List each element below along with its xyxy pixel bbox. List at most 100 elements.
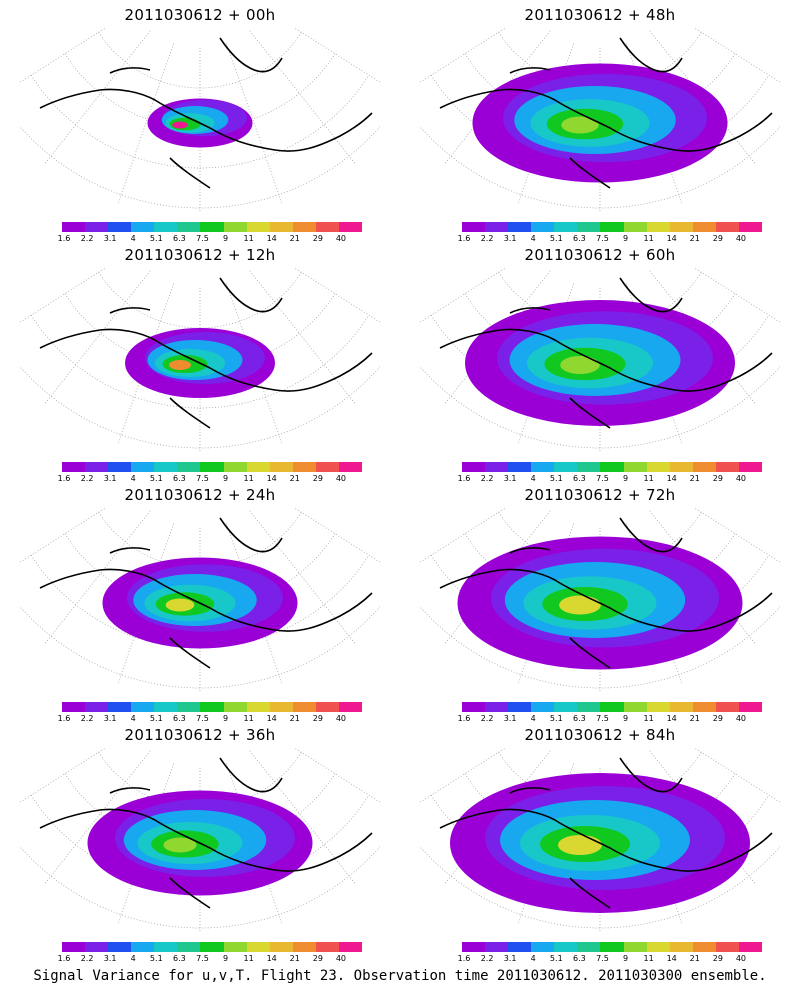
map-panel: 2011030612 + 72h 1.6 2.2 3.1 4 5.1 6.3 7.5 9 11 14…	[400, 480, 800, 725]
colorbar-tick-label: 2.2	[80, 234, 94, 243]
graticule-meridian	[693, 268, 780, 323]
map-panel: 2011030612 + 36h 1.6 2.2 3.1 4 5.1 6.3 7.5 9 11 14…	[0, 720, 400, 965]
colorbar-segment	[462, 942, 486, 952]
colorbar-segment	[669, 222, 693, 232]
colorbar-tick-label: 3.1	[503, 474, 517, 483]
colorbar-tick-label: 11	[243, 474, 254, 483]
colorbar-segment	[85, 702, 109, 712]
colorbar-tick-label: 1.6	[457, 714, 471, 723]
colorbar-tick-label: 14	[266, 234, 277, 243]
colorbar-segment	[669, 942, 693, 952]
graticule-meridian	[249, 270, 356, 405]
graticule-meridian	[693, 748, 780, 803]
colorbar-tick-label: 40	[335, 234, 347, 243]
colorbar-tick-label: 4	[530, 714, 536, 723]
map-panel: 2011030612 + 48h 1.6 2.2 3.1 4 5.1 6.3 7.5 9 11 14…	[400, 0, 800, 245]
colorbar-tick-label: 3.1	[103, 714, 117, 723]
colorbar-tick-label: 5.1	[549, 714, 563, 723]
panel-title: 2011030612 + 84h	[524, 726, 676, 744]
graticule-meridian	[693, 28, 780, 83]
graticule-latitude	[420, 846, 780, 929]
colorbar-segment	[692, 462, 716, 472]
colorbar-tick-label: 11	[643, 954, 654, 963]
colorbar-tick-label: 11	[643, 234, 654, 243]
colorbar-segment	[600, 942, 624, 952]
colorbar-tick-label: 29	[712, 714, 723, 723]
colorbar-tick-label: 40	[335, 714, 347, 723]
colorbar	[462, 702, 763, 712]
colorbar-tick-label: 9	[222, 234, 229, 243]
coastline	[439, 517, 773, 669]
colorbar-segment	[738, 222, 763, 232]
colorbar-tick-label: 3.1	[503, 954, 517, 963]
colorbar-segment	[154, 222, 178, 232]
colorbar-segment	[131, 702, 155, 712]
graticule-latitude	[430, 74, 770, 169]
graticule-latitude	[20, 366, 380, 449]
colorbar-tick-label: 4	[130, 954, 136, 963]
colorbar-segment	[692, 222, 716, 232]
colorbar-tick-label: 9	[622, 474, 629, 483]
colorbar-segment	[623, 702, 647, 712]
colorbar-segment	[177, 702, 201, 712]
colorbar-segment	[246, 222, 270, 232]
colorbar-tick-label: 2.2	[480, 714, 494, 723]
colorbar-tick-label: 29	[312, 954, 323, 963]
colorbar-segment	[715, 702, 739, 712]
graticule-meridian	[44, 750, 151, 885]
graticule-latitude	[30, 314, 370, 409]
variance-contour	[558, 835, 602, 855]
colorbar-tick-label: 11	[643, 474, 654, 483]
colorbar-tick-label: 5.1	[149, 234, 163, 243]
colorbar-segment	[554, 702, 578, 712]
colorbar-tick-label: 7.5	[596, 954, 609, 963]
colorbar-segment	[738, 942, 763, 952]
colorbar-segment	[108, 462, 132, 472]
variance-contour	[163, 837, 197, 853]
graticule-meridian	[293, 748, 380, 803]
colorbar-tick-label: 14	[266, 474, 277, 483]
colorbar-tick-label: 3.1	[503, 714, 517, 723]
colorbar-segment	[623, 222, 647, 232]
variance-contour	[165, 598, 195, 612]
colorbar-tick-label: 11	[243, 954, 254, 963]
colorbar-segment	[315, 702, 339, 712]
colorbar-labels: 1.6 2.2 3.1 4 5.1 6.3 7.5 9 11 14 21 29 40	[58, 474, 362, 484]
colorbar-segment	[177, 462, 201, 472]
graticule-meridian	[293, 508, 380, 563]
colorbar-tick-label: 1.6	[57, 474, 71, 483]
colorbar-tick-label: 29	[712, 954, 723, 963]
panel-title: 2011030612 + 60h	[524, 246, 676, 264]
colorbar-segment	[338, 702, 363, 712]
colorbar-tick-label: 7.5	[596, 714, 609, 723]
graticule-meridian	[225, 43, 283, 205]
colorbar-segment	[485, 702, 509, 712]
colorbar-segment	[338, 462, 363, 472]
graticule-meridian	[293, 28, 380, 83]
colorbar-segment	[200, 222, 224, 232]
colorbar-tick-label: 4	[530, 954, 536, 963]
colorbar-tick-label: 40	[735, 234, 747, 243]
graticule-latitude	[20, 126, 380, 209]
colorbar-labels: 1.6 2.2 3.1 4 5.1 6.3 7.5 9 11 14 21 29 40	[458, 474, 762, 484]
colorbar-segment	[85, 462, 109, 472]
colorbar-segment	[554, 942, 578, 952]
graticule-meridian	[420, 268, 507, 323]
polar-map	[20, 508, 380, 693]
colorbar-tick-label: 14	[666, 954, 677, 963]
variance-contour	[560, 356, 600, 374]
colorbar-tick-label: 14	[266, 954, 277, 963]
panel-title: 2011030612 + 24h	[124, 486, 276, 504]
colorbar-tick-label: 6.3	[173, 234, 186, 243]
colorbar-tick-label: 4	[130, 474, 136, 483]
colorbar-segment	[738, 702, 763, 712]
graticule-meridian	[20, 268, 107, 323]
colorbar-tick-label: 14	[666, 474, 677, 483]
colorbar-tick-label: 2.2	[480, 234, 494, 243]
map-panel: 2011030612 + 60h 1.6 2.2 3.1 4 5.1 6.3 7.5 9 11 14…	[400, 240, 800, 485]
colorbar-segment	[715, 462, 739, 472]
polar-map	[420, 508, 780, 693]
colorbar-tick-label: 21	[289, 954, 300, 963]
colorbar-segment	[669, 702, 693, 712]
colorbar-segment	[292, 462, 316, 472]
